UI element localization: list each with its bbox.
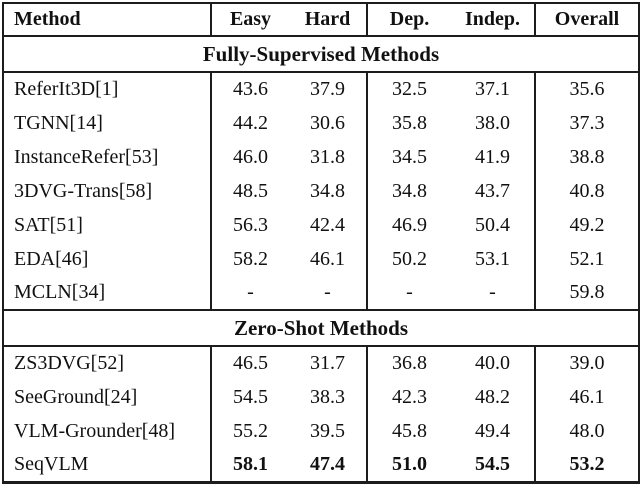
hard-cell: 39.5	[289, 414, 368, 448]
overall-cell: 37.3	[569, 111, 605, 134]
indep-cell: 38.0	[451, 106, 536, 140]
hard-cell: 42.4	[289, 208, 368, 242]
col-header-dep: Dep.	[367, 3, 451, 37]
dep-cell: 45.8	[392, 419, 427, 442]
overall-cell: 48.0	[569, 419, 605, 442]
col-header-hard: Hard	[289, 3, 368, 37]
overall-cell: 52.1	[569, 247, 605, 270]
hard-cell: 34.8	[289, 174, 368, 208]
hard-cell: 30.6	[289, 106, 368, 140]
table-row-referit3d: ReferIt3D[1] 43.6 37.9 32.5 37.1 35.6	[3, 72, 639, 106]
section-title: Zero-Shot Methods	[3, 309, 639, 347]
indep-cell: 50.4	[451, 208, 536, 242]
dep-cell: 35.8	[392, 111, 427, 134]
overall-cell: 39.0	[569, 352, 605, 374]
easy-cell: 48.5	[233, 179, 268, 202]
dep-cell: 32.5	[392, 78, 427, 100]
hard-cell: 46.1	[289, 242, 368, 276]
table-row-sat: SAT[51] 56.3 42.4 46.9 50.4 49.2	[3, 208, 639, 242]
dep-cell: 34.8	[392, 179, 427, 202]
dep-cell: 34.5	[392, 145, 427, 168]
section-header-fully-supervised: Fully-Supervised Methods	[3, 35, 639, 73]
easy-cell: 54.5	[233, 385, 268, 408]
table-row-seeground: SeeGround[24] 54.5 38.3 42.3 48.2 46.1	[3, 380, 639, 414]
indep-cell: 48.2	[451, 380, 536, 414]
overall-cell: 59.8	[569, 281, 605, 303]
method-cell: TGNN[14]	[3, 106, 212, 140]
method-cell: SeqVLM	[3, 448, 212, 482]
easy-cell: 55.2	[233, 419, 268, 442]
indep-cell: 53.1	[451, 242, 536, 276]
dep-cell: 50.2	[392, 247, 427, 270]
col-header-indep: Indep.	[451, 3, 536, 37]
col-header-easy: Easy	[211, 3, 289, 37]
method-cell: EDA[46]	[3, 242, 212, 276]
easy-cell: -	[247, 281, 254, 303]
easy-cell: 56.3	[233, 213, 268, 236]
hard-cell: 31.7	[289, 346, 368, 380]
hard-cell: 37.9	[289, 72, 368, 106]
indep-cell: 54.5	[451, 448, 536, 482]
easy-cell: 44.2	[233, 111, 268, 134]
header-row: Method Easy Hard Dep. Indep. Overall	[3, 3, 639, 37]
table-row-eda: EDA[46] 58.2 46.1 50.2 53.1 52.1	[3, 242, 639, 276]
easy-cell: 46.0	[233, 145, 268, 168]
section-title: Fully-Supervised Methods	[3, 35, 639, 73]
dep-cell: 42.3	[392, 385, 427, 408]
col-header-method: Method	[3, 3, 212, 37]
overall-cell: 35.6	[569, 78, 605, 100]
indep-cell: 43.7	[451, 174, 536, 208]
table-row-mcln: MCLN[34] - - - - 59.8	[3, 276, 639, 310]
dep-cell: -	[406, 281, 413, 303]
dep-cell: 46.9	[392, 213, 427, 236]
dep-cell: 36.8	[392, 352, 427, 374]
table-row-3dvg-trans: 3DVG-Trans[58] 48.5 34.8 34.8 43.7 40.8	[3, 174, 639, 208]
table-row-vlm-grounder: VLM-Grounder[48] 55.2 39.5 45.8 49.4 48.…	[3, 414, 639, 448]
table-row-instancerefer: InstanceRefer[53] 46.0 31.8 34.5 41.9 38…	[3, 140, 639, 174]
table-row-zs3dvg: ZS3DVG[52] 46.5 31.7 36.8 40.0 39.0	[3, 346, 639, 380]
method-cell: MCLN[34]	[3, 276, 212, 310]
overall-cell: 38.8	[569, 145, 605, 168]
indep-cell: -	[451, 276, 536, 310]
indep-cell: 40.0	[451, 346, 536, 380]
easy-cell: 58.2	[233, 247, 268, 270]
section-header-zero-shot: Zero-Shot Methods	[3, 309, 639, 347]
indep-cell: 37.1	[451, 72, 536, 106]
method-cell: VLM-Grounder[48]	[3, 414, 212, 448]
method-cell: SeeGround[24]	[3, 380, 212, 414]
overall-cell: 46.1	[569, 385, 605, 408]
hard-cell: 47.4	[289, 448, 368, 482]
method-cell: InstanceRefer[53]	[3, 140, 212, 174]
indep-cell: 41.9	[451, 140, 536, 174]
table-row-seqvlm: SeqVLM 58.1 47.4 51.0 54.5 53.2	[3, 448, 639, 482]
hard-cell: 31.8	[289, 140, 368, 174]
table-row-tgnn: TGNN[14] 44.2 30.6 35.8 38.0 37.3	[3, 106, 639, 140]
overall-cell: 49.2	[569, 213, 605, 236]
hard-cell: -	[289, 276, 368, 310]
easy-cell: 46.5	[233, 352, 268, 374]
hard-cell: 38.3	[289, 380, 368, 414]
col-header-overall: Overall	[535, 3, 639, 37]
easy-cell: 58.1	[233, 452, 268, 475]
easy-cell: 43.6	[233, 78, 268, 100]
method-cell: SAT[51]	[3, 208, 212, 242]
overall-cell: 40.8	[569, 179, 605, 202]
method-cell: ZS3DVG[52]	[3, 346, 212, 380]
overall-cell: 53.2	[569, 452, 605, 475]
indep-cell: 49.4	[451, 414, 536, 448]
method-cell: 3DVG-Trans[58]	[3, 174, 212, 208]
method-cell: ReferIt3D[1]	[3, 72, 212, 106]
dep-cell: 51.0	[392, 452, 427, 475]
